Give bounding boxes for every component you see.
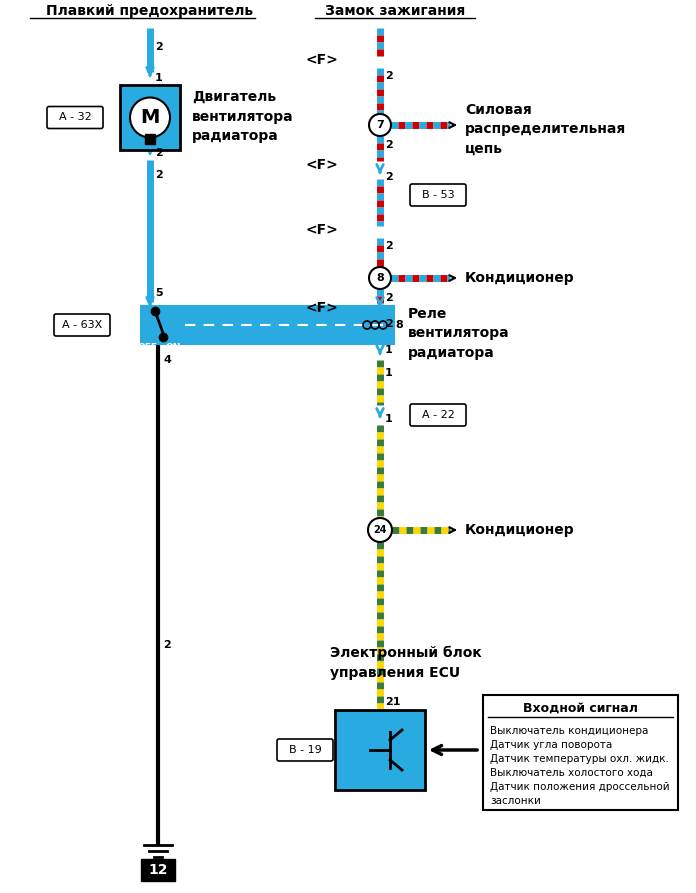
Text: 2: 2 (385, 241, 393, 251)
Circle shape (369, 267, 391, 289)
Text: A - 32: A - 32 (58, 113, 91, 122)
Text: ON: ON (166, 343, 181, 352)
Text: OFF: OFF (137, 343, 157, 352)
Text: A - 63Х: A - 63Х (62, 320, 102, 330)
Text: 2: 2 (385, 172, 393, 182)
Text: 24: 24 (373, 525, 387, 535)
Text: 1: 1 (385, 345, 393, 355)
Text: <F>: <F> (306, 53, 338, 67)
Bar (141, 859, 175, 881)
Text: Кондиционер: Кондиционер (465, 523, 575, 537)
Text: Электронный блок
управления ECU: Электронный блок управления ECU (330, 647, 482, 680)
Text: <F>: <F> (306, 223, 338, 237)
Text: 21: 21 (385, 697, 400, 707)
Text: Входной сигнал: Входной сигнал (523, 702, 638, 714)
Text: Выключатель кондиционера: Выключатель кондиционера (490, 726, 649, 736)
Text: 2: 2 (163, 640, 171, 650)
FancyBboxPatch shape (410, 184, 466, 206)
Text: B - 53: B - 53 (422, 190, 454, 200)
Text: 4: 4 (163, 355, 171, 365)
FancyBboxPatch shape (54, 314, 110, 336)
Text: Кондиционер: Кондиционер (465, 271, 575, 285)
Text: 2: 2 (385, 71, 393, 81)
Text: Датчик положения дроссельной: Датчик положения дроссельной (490, 782, 670, 792)
Text: <F>: <F> (306, 158, 338, 172)
Text: 5: 5 (155, 288, 163, 298)
Text: <F>: <F> (306, 301, 338, 315)
Bar (120, 85, 180, 150)
Text: 2: 2 (155, 41, 163, 52)
Text: Силовая
распределительная
цепь: Силовая распределительная цепь (465, 103, 626, 156)
FancyBboxPatch shape (410, 404, 466, 426)
Text: заслонки: заслонки (490, 796, 541, 806)
Circle shape (368, 518, 392, 542)
Text: Датчик угла поворота: Датчик угла поворота (490, 740, 612, 750)
Bar (483, 695, 678, 810)
Text: 2: 2 (155, 170, 163, 180)
Text: 1: 1 (385, 414, 393, 424)
Bar (335, 710, 425, 790)
Text: Реле
вентилятора
радиатора: Реле вентилятора радиатора (408, 307, 509, 360)
Text: Датчик температуры охл. жидк.: Датчик температуры охл. жидк. (490, 754, 669, 764)
Bar (140, 305, 395, 345)
Text: B - 19: B - 19 (289, 745, 322, 755)
Circle shape (130, 97, 170, 138)
Text: 1: 1 (155, 73, 163, 83)
Text: Двигатель
вентилятора
радиатора: Двигатель вентилятора радиатора (192, 90, 294, 143)
Text: 1: 1 (385, 368, 393, 378)
Text: M: M (141, 108, 159, 127)
FancyBboxPatch shape (47, 106, 103, 129)
Text: Выключатель холостого хода: Выключатель холостого хода (490, 768, 653, 778)
Circle shape (369, 114, 391, 136)
FancyBboxPatch shape (277, 739, 333, 761)
Text: 2: 2 (385, 140, 393, 150)
Text: 8: 8 (395, 320, 403, 330)
Text: 2: 2 (385, 319, 393, 329)
Text: 12: 12 (148, 863, 168, 877)
Text: A - 22: A - 22 (422, 410, 454, 420)
Text: Плавкий предохранитель: Плавкий предохранитель (47, 4, 253, 18)
Text: 2: 2 (385, 293, 393, 303)
Text: 2: 2 (155, 148, 163, 158)
Text: 7: 7 (376, 120, 384, 130)
Text: 8: 8 (376, 273, 384, 283)
Text: Замок зажигания: Замок зажигания (325, 4, 465, 18)
